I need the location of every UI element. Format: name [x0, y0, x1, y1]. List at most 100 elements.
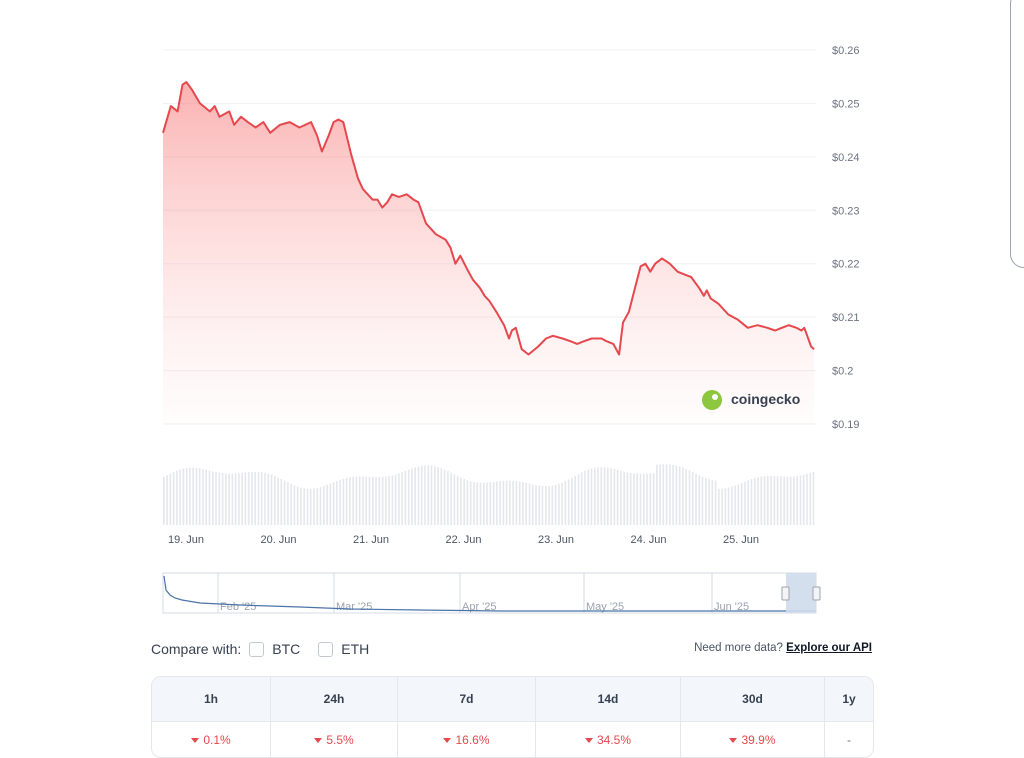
volume-bar: [767, 475, 769, 525]
volume-bar: [264, 472, 266, 525]
price-area: [163, 82, 815, 424]
eth-checkbox[interactable]: [318, 641, 334, 657]
volume-bar: [587, 469, 590, 525]
gecko-logo-icon: [702, 390, 722, 410]
y-tick-label: $0.19: [832, 419, 860, 431]
volume-bar: [711, 480, 714, 525]
volume-bar: [629, 472, 632, 525]
volume-bar: [760, 476, 763, 525]
volume-bar: [750, 479, 753, 525]
range-navigator[interactable]: Feb '25 Mar '25 Apr '25 May '25 Jun '25: [162, 572, 821, 614]
volume-bar: [398, 473, 400, 525]
volume-bar: [571, 477, 573, 525]
volume-bar: [724, 488, 727, 525]
volume-bar: [538, 485, 541, 525]
volume-bar: [705, 478, 707, 525]
navigator-left-handle[interactable]: [781, 586, 790, 601]
performance-table: 1h 24h 7d 14d 30d 1y 0.1% 5.5% 16.6% 34.…: [151, 676, 874, 758]
down-caret-icon: [191, 737, 200, 743]
explore-api-link[interactable]: Explore our API: [786, 642, 872, 654]
volume-bar: [414, 467, 416, 525]
y-tick-label: $0.26: [832, 45, 860, 57]
volume-bar: [675, 465, 678, 525]
volume-bar: [277, 477, 279, 525]
volume-bar: [744, 481, 746, 525]
volume-bar: [708, 479, 710, 525]
navigator-tick-label: May '25: [586, 601, 624, 613]
change-1y: -: [847, 733, 851, 747]
volume-bar: [718, 488, 720, 525]
volume-bar: [545, 486, 547, 525]
volume-bar: [597, 467, 599, 525]
volume-bar: [525, 482, 527, 525]
volume-bar: [789, 476, 792, 525]
volume-bar: [172, 471, 175, 525]
volume-bar: [489, 482, 492, 525]
volume-bar: [528, 483, 531, 525]
volume-bar: [799, 475, 802, 525]
x-tick-label: 24. Jun: [630, 534, 666, 546]
volume-bar: [577, 474, 580, 525]
volume-bar: [590, 468, 593, 525]
volume-bar: [512, 480, 514, 525]
volume-bar: [812, 471, 815, 525]
api-text: Need more data?: [694, 642, 783, 654]
volume-bar: [437, 467, 439, 525]
volume-bar: [257, 471, 260, 525]
volume-bar: [254, 471, 256, 525]
volume-bar: [558, 483, 560, 525]
volume-bar: [179, 469, 181, 525]
down-caret-icon: [443, 737, 452, 743]
volume-bar: [509, 480, 511, 525]
volume-bar: [584, 470, 586, 525]
volume-bar: [479, 482, 482, 525]
compare-eth[interactable]: ETH: [318, 641, 387, 657]
volume-bar: [600, 467, 603, 525]
x-tick-label: 23. Jun: [538, 534, 574, 546]
btc-checkbox[interactable]: [249, 641, 265, 657]
volume-bar: [770, 475, 772, 525]
volume-bar: [776, 476, 779, 525]
performance-value-row: 0.1% 5.5% 16.6% 34.5% 39.9% -: [152, 721, 873, 757]
volume-bar: [737, 484, 740, 525]
volume-bar: [656, 464, 658, 525]
volume-bar: [296, 486, 299, 525]
volume-bar: [345, 477, 348, 525]
price-chart[interactable]: $0.26$0.25$0.24$0.23$0.22$0.21$0.2$0.19 …: [0, 0, 1024, 630]
volume-bar: [502, 480, 505, 525]
volume-bar: [469, 481, 472, 525]
volume-bar: [198, 468, 201, 525]
navigator-right-handle[interactable]: [812, 586, 821, 601]
btc-label: BTC: [272, 641, 301, 657]
volume-bar: [274, 476, 276, 525]
header-1y: 1y: [842, 692, 856, 706]
compare-label: Compare with:: [151, 641, 242, 657]
down-caret-icon: [314, 737, 323, 743]
volume-bar: [293, 485, 296, 525]
volume-bar: [368, 476, 371, 525]
y-tick-label: $0.25: [832, 98, 860, 110]
volume-bar: [610, 468, 612, 525]
navigator-tick-label: Feb '25: [220, 601, 256, 613]
volume-bar: [535, 485, 537, 525]
volume-bar: [212, 471, 214, 525]
volume-bar: [323, 486, 325, 525]
volume-bar: [316, 487, 319, 525]
volume-bar: [802, 474, 805, 525]
x-tick-label: 19. Jun: [168, 534, 204, 546]
navigator-selection[interactable]: [786, 573, 816, 613]
volume-bar: [176, 470, 178, 525]
volume-bar: [381, 477, 384, 525]
navigator-tick-label: Jun '25: [714, 601, 749, 613]
volume-bar: [365, 476, 367, 525]
volume-bar: [251, 471, 253, 525]
volume-bar: [306, 488, 309, 525]
x-tick-label: 22. Jun: [445, 534, 481, 546]
volume-bar: [649, 473, 652, 525]
volume-bar: [522, 482, 524, 525]
volume-bar: [417, 466, 420, 525]
volume-bar: [326, 484, 328, 525]
volume-bar: [721, 488, 723, 525]
change-14d: 34.5%: [536, 722, 681, 757]
compare-btc[interactable]: BTC: [249, 641, 318, 657]
